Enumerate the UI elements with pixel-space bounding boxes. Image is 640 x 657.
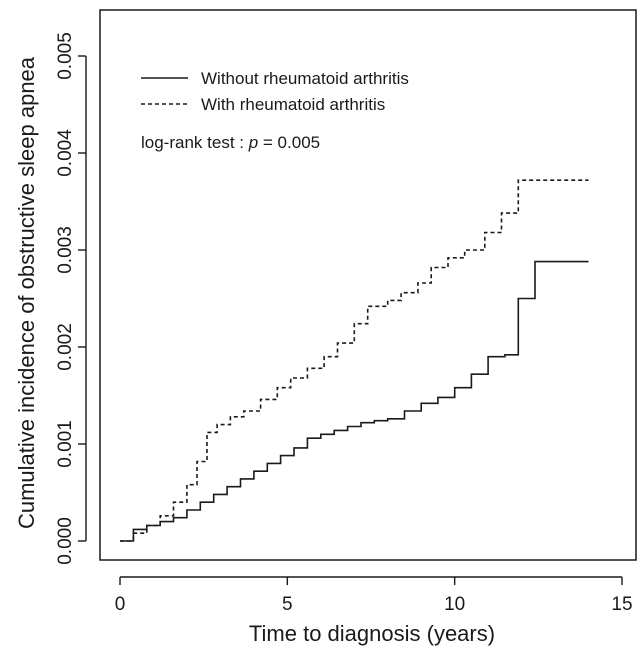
x-tick-label: 5 bbox=[282, 594, 293, 615]
y-tick-label: 0.001 bbox=[55, 420, 76, 468]
y-tick-label: 0.004 bbox=[55, 129, 76, 177]
annotation-p: p bbox=[248, 133, 258, 152]
annotation-prefix: log-rank test : bbox=[141, 133, 249, 152]
legend: Without rheumatoid arthritis With rheuma… bbox=[141, 69, 409, 114]
axis-layer: 0 5 10 15 0.000 0.001 0.002 0.003 0.004 0.005 bbox=[55, 32, 633, 615]
log-rank-annotation: log-rank test : p = 0.005 bbox=[141, 133, 320, 152]
x-tick-label: 0 bbox=[115, 594, 126, 615]
legend-label-without-ra: Without rheumatoid arthritis bbox=[201, 69, 409, 88]
y-tick-label: 0.000 bbox=[55, 517, 76, 565]
legend-label-with-ra: With rheumatoid arthritis bbox=[201, 95, 385, 114]
y-axis-label: Cumulative incidence of obstructive slee… bbox=[14, 56, 39, 529]
y-tick-label: 0.005 bbox=[55, 32, 76, 80]
y-tick-label: 0.003 bbox=[55, 226, 76, 274]
plot-frame bbox=[99, 9, 637, 561]
x-tick-label: 10 bbox=[444, 594, 465, 615]
x-tick-label: 15 bbox=[611, 594, 632, 615]
series-line-without-ra bbox=[120, 260, 589, 542]
series-layer bbox=[120, 179, 589, 542]
annotation-suffix: = 0.005 bbox=[258, 133, 320, 152]
y-tick-label: 0.002 bbox=[55, 323, 76, 371]
series-line-with-ra bbox=[120, 179, 589, 542]
x-axis-label: Time to diagnosis (years) bbox=[249, 621, 495, 646]
